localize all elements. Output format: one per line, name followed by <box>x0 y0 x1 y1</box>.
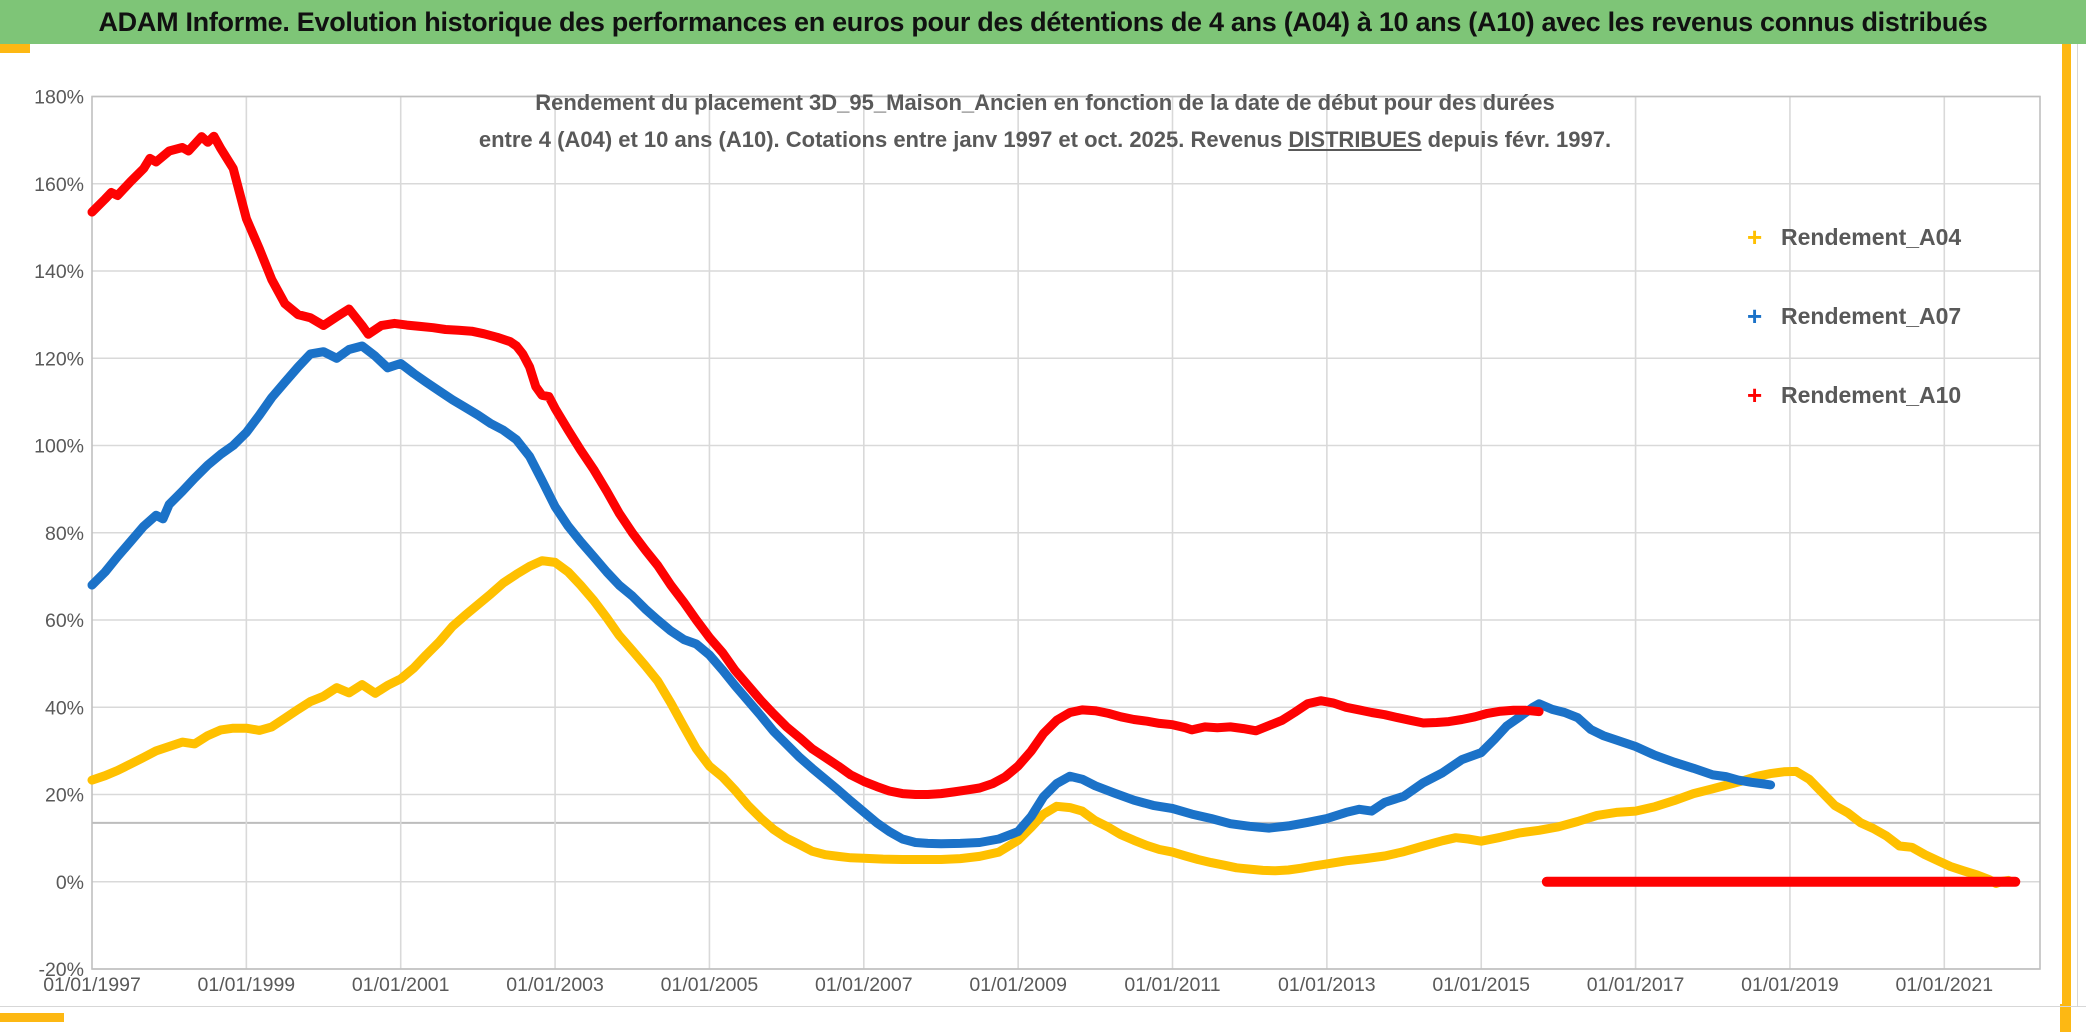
plus-marker-icon: + <box>1747 301 1763 331</box>
gold-accent-bottomleft <box>0 1013 64 1022</box>
x-tick-label: 01/01/2005 <box>661 974 759 996</box>
y-tick-label: 20% <box>45 785 84 807</box>
x-tick-label: 01/01/2019 <box>1741 974 1839 996</box>
gold-accent-bottomright <box>2060 1004 2071 1032</box>
legend-item-a07[interactable]: + Rendement_A07 <box>1747 277 1977 356</box>
y-tick-label: 80% <box>45 523 84 545</box>
legend-label: Rendement_A10 <box>1781 382 1962 408</box>
y-tick-label: 60% <box>45 610 84 632</box>
legend-label: Rendement_A04 <box>1781 224 1962 250</box>
y-tick-label: 180% <box>34 87 84 109</box>
series-Rendement_A10 <box>87 131 1544 799</box>
y-tick-label: 0% <box>56 872 84 894</box>
x-tick-label: 01/01/2017 <box>1587 974 1685 996</box>
x-tick-label: 01/01/2001 <box>352 974 450 996</box>
y-tick-label: -20% <box>38 959 84 981</box>
y-tick-label: 140% <box>34 261 84 283</box>
legend-item-a04[interactable]: + Rendement_A04 <box>1747 198 1977 277</box>
sheet-right-rule <box>2077 44 2078 1006</box>
y-tick-label: 160% <box>34 174 84 196</box>
plus-marker-icon: + <box>1747 222 1763 252</box>
x-tick-label: 01/01/2003 <box>506 974 604 996</box>
x-tick-label: 01/01/2013 <box>1278 974 1376 996</box>
chart-title-line1: Rendement du placement 3D_95_Maison_Anci… <box>535 90 1555 115</box>
header-title: ADAM Informe. Evolution historique des p… <box>98 6 1988 37</box>
y-tick-label: 120% <box>34 348 84 370</box>
x-tick-label: 01/01/2015 <box>1432 974 1530 996</box>
y-tick-label: 100% <box>34 436 84 458</box>
header-banner: ADAM Informe. Evolution historique des p… <box>0 0 2086 44</box>
x-tick-label: 01/01/2021 <box>1895 974 1993 996</box>
legend-label: Rendement_A07 <box>1781 303 1962 329</box>
plot-border <box>91 95 2041 970</box>
y-tick-label: 40% <box>45 697 84 719</box>
chart-legend: + Rendement_A04 + Rendement_A07 + Rendem… <box>1747 198 1977 435</box>
gold-accent-right[interactable] <box>2062 44 2071 1012</box>
plus-marker-icon: + <box>1747 380 1763 410</box>
x-tick-label: 01/01/2009 <box>969 974 1067 996</box>
sheet-bottom-rule <box>0 1006 2086 1007</box>
x-tick-label: 01/01/2007 <box>815 974 913 996</box>
legend-item-a10[interactable]: + Rendement_A10 <box>1747 356 1977 435</box>
series-Rendement_A07 <box>87 341 1776 849</box>
x-tick-label: 01/01/2011 <box>1124 974 1220 996</box>
x-tick-label: 01/01/1997 <box>43 974 141 996</box>
chart-title: Rendement du placement 3D_95_Maison_Anci… <box>380 84 1710 158</box>
gold-accent-topleft <box>0 44 30 53</box>
chart-title-line2: entre 4 (A04) et 10 ans (A10). Cotations… <box>478 127 1612 152</box>
x-tick-label: 01/01/1999 <box>198 974 296 996</box>
chart-title-underlined-word: DISTRIBUES <box>1288 127 1422 152</box>
